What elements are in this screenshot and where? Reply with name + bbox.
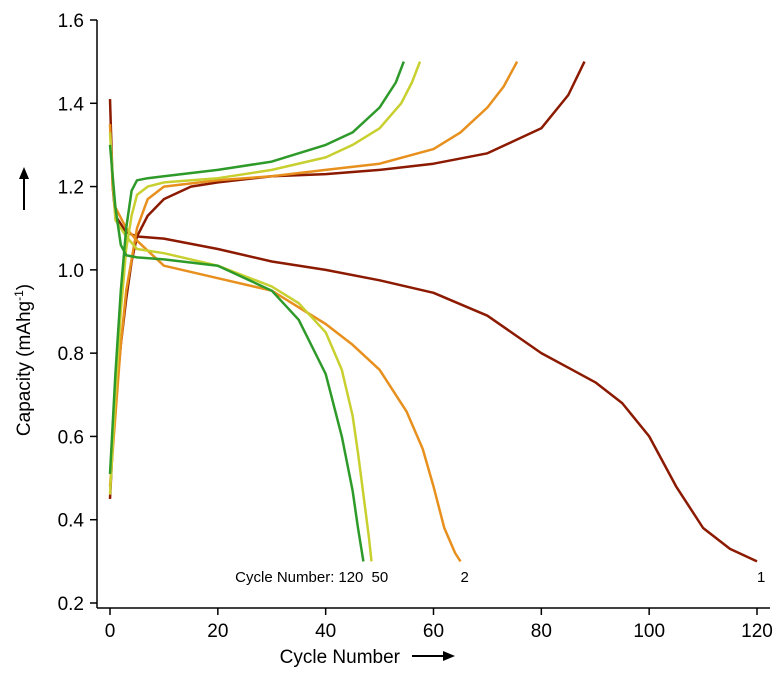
x-arrow xyxy=(412,651,455,661)
series-line xyxy=(108,61,422,562)
y-label-main: Capacity (mAhg xyxy=(14,301,35,436)
series-label: 120 xyxy=(338,569,363,586)
y-arrow xyxy=(19,167,29,210)
y-tick-label: 0.4 xyxy=(58,511,85,532)
y-axis-label: Capacity (mAhg-1) xyxy=(12,284,35,436)
y-tick-label: 0.8 xyxy=(58,344,84,365)
x-tick-label: 80 xyxy=(531,621,552,642)
y-tick-label: 0.6 xyxy=(58,427,84,448)
x-tick-label: 120 xyxy=(741,621,773,642)
y-tick-label: 1.4 xyxy=(58,94,85,115)
y-label-end: ) xyxy=(14,284,35,290)
x-tick-label: 20 xyxy=(207,621,228,642)
y-tick-label: 1.2 xyxy=(58,178,84,199)
series-label: 50 xyxy=(371,569,388,586)
x-tick-label: 60 xyxy=(423,621,444,642)
y-tick-label: 1.0 xyxy=(58,261,84,282)
x-axis-label: Cycle Number xyxy=(280,647,401,668)
annotation: Cycle Number: xyxy=(235,569,334,586)
series-label: 2 xyxy=(460,569,468,586)
series-label: 1 xyxy=(757,569,765,586)
y-tick-label: 0.2 xyxy=(58,594,84,615)
y-label-sup: -1 xyxy=(12,290,26,301)
x-tick-label: 100 xyxy=(633,621,665,642)
x-tick-label: 40 xyxy=(315,621,336,642)
series-line xyxy=(108,61,519,563)
y-tick-label: 1.6 xyxy=(58,11,84,32)
x-tick-label: 0 xyxy=(105,621,116,642)
series-line xyxy=(108,61,405,562)
